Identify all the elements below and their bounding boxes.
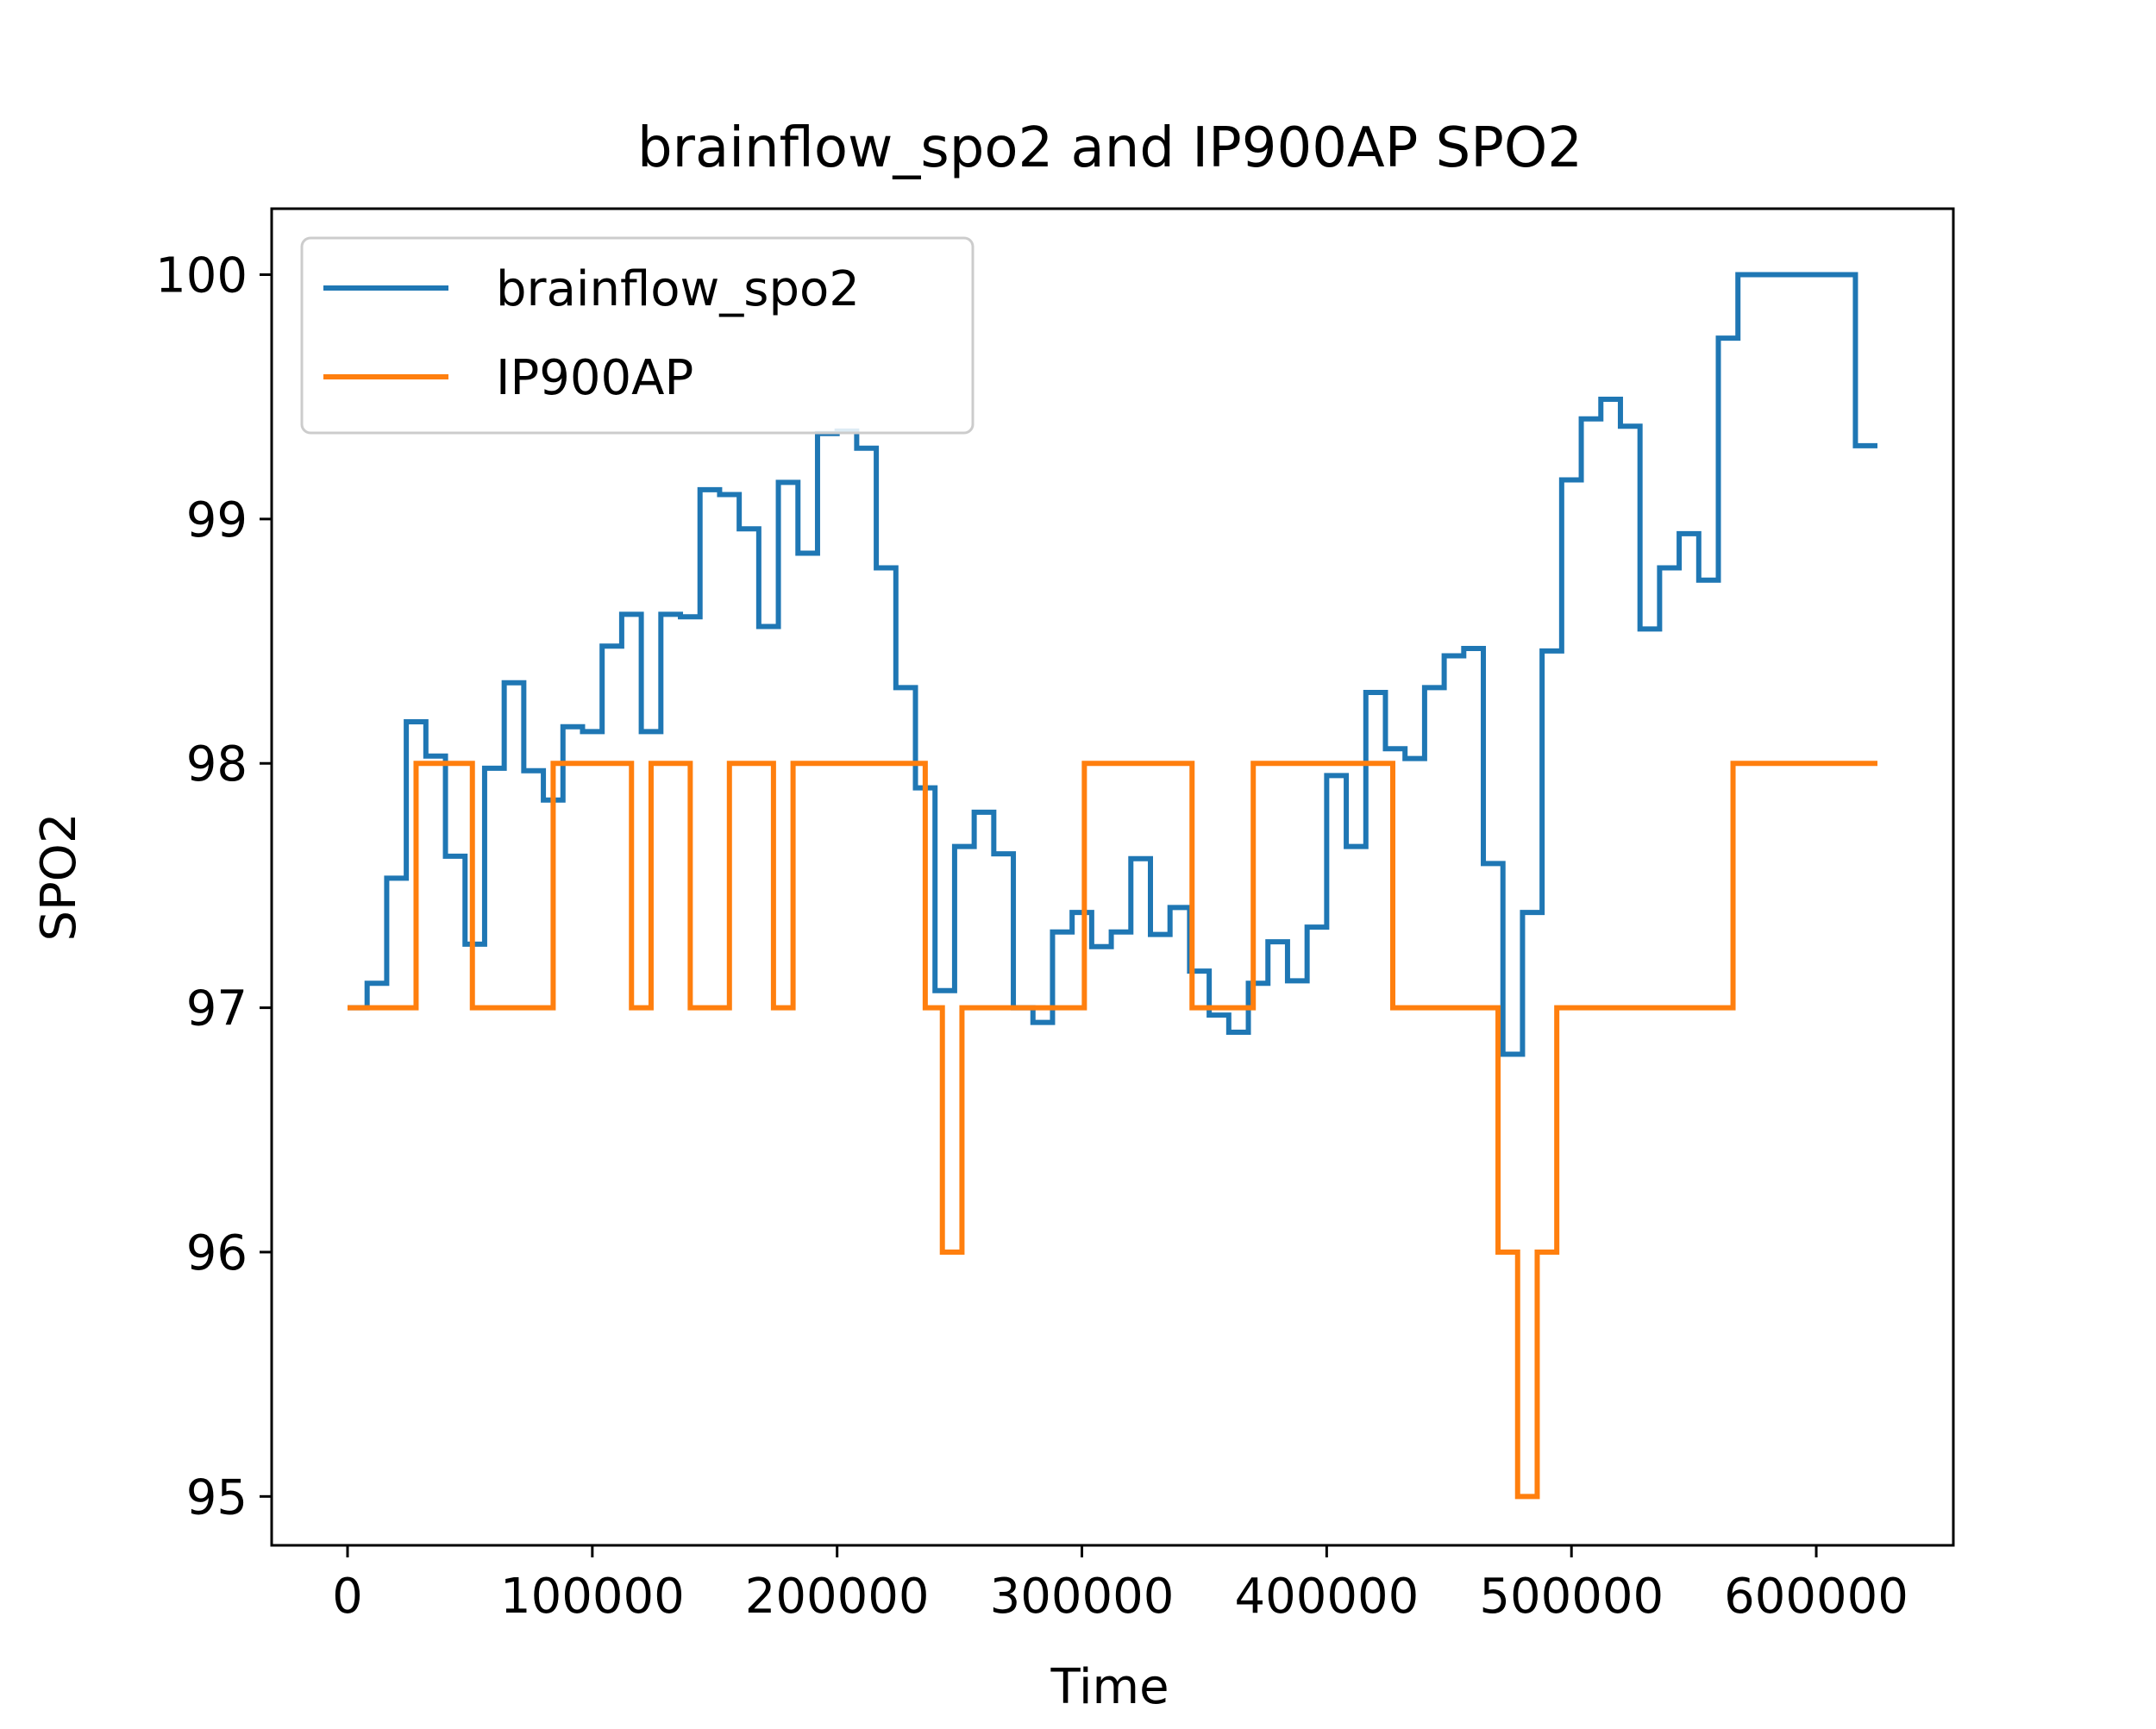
x-tick-label: 500000: [1479, 1569, 1664, 1625]
series-line-brainflow-spo2: [347, 272, 1878, 1057]
y-tick-label: 96: [186, 1225, 248, 1281]
chart-title: brainflow_spo2 and IP900AP SPO2: [637, 116, 1583, 180]
legend-label-brainflow-spo2: brainflow_spo2: [496, 261, 860, 317]
plot-frame: [270, 207, 1955, 1547]
legend-frame: [300, 236, 975, 435]
y-tick-label: 99: [186, 492, 248, 548]
y-tick-label: 97: [186, 981, 248, 1037]
legend-label-ip900ap: IP900AP: [496, 350, 693, 406]
x-tick-label: 400000: [1234, 1569, 1419, 1625]
x-tick-label: 200000: [745, 1569, 930, 1625]
y-tick-label: 95: [186, 1469, 248, 1525]
x-tick-label: 0: [332, 1569, 363, 1625]
x-tick-label: 600000: [1724, 1569, 1908, 1625]
y-tick-label: 100: [155, 248, 248, 304]
series-line-ip900ap: [347, 761, 1878, 1500]
legend: brainflow_spo2 IP900AP: [300, 236, 975, 435]
x-tick-label: 100000: [500, 1569, 685, 1625]
y-axis: 95 96 97 98 99 100: [155, 248, 272, 1525]
y-axis-label: SPO2: [31, 812, 87, 941]
x-axis: 0 100000 200000 300000 400000 500000 600000: [332, 1545, 1908, 1625]
x-tick-label: 300000: [990, 1569, 1175, 1625]
x-axis-label: Time: [1050, 1659, 1169, 1715]
y-tick-label: 98: [186, 736, 248, 792]
series-layer: [347, 272, 1878, 1500]
